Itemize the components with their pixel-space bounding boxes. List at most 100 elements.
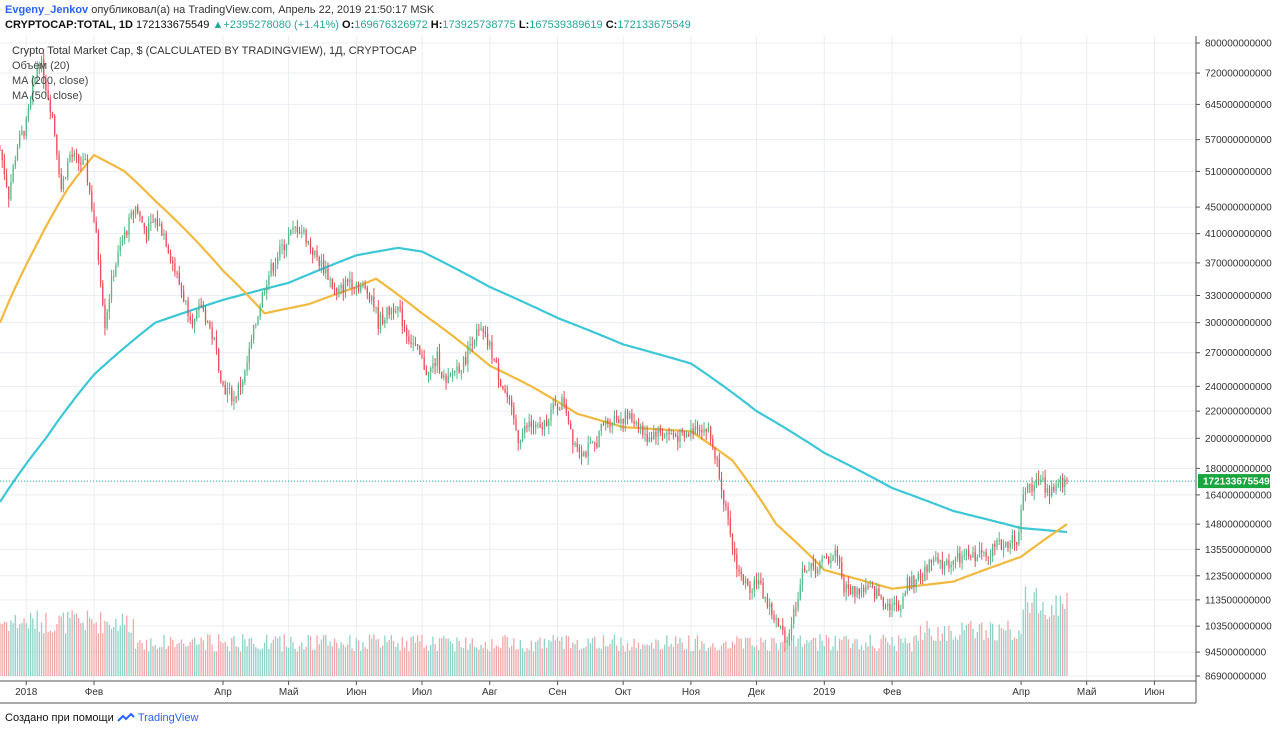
y-tick-label: 148000000000 [1205, 520, 1272, 531]
candle [423, 349, 425, 371]
volume-bar [78, 618, 80, 676]
volume-bar [598, 647, 600, 676]
candle [812, 554, 815, 571]
footer-brand[interactable]: TradingView [137, 712, 199, 724]
volume-bar [526, 648, 528, 676]
candle [797, 591, 799, 613]
candle [32, 74, 34, 105]
candle [71, 147, 73, 163]
candle [976, 554, 979, 562]
candle [987, 556, 989, 565]
candle [209, 320, 211, 330]
candle [263, 287, 266, 296]
candle [200, 297, 202, 308]
candle [633, 413, 635, 428]
volume-bar [1037, 613, 1040, 676]
candle [952, 559, 954, 572]
volume-bar [622, 645, 624, 676]
candle [419, 345, 421, 355]
volume-bar [480, 644, 482, 676]
volume-bar [314, 649, 316, 676]
candle [296, 219, 299, 238]
candle [526, 422, 528, 433]
volume-bar [978, 624, 981, 676]
volume-bar [482, 648, 484, 676]
candle [521, 428, 524, 443]
volume-bar [0, 623, 1, 676]
candle [793, 605, 795, 629]
candle [480, 321, 482, 331]
candle [602, 421, 605, 427]
candle [1007, 541, 1009, 552]
volume-bar [777, 650, 780, 676]
volume-bar [10, 620, 12, 676]
volume-bar [141, 642, 143, 676]
volume-bar [1016, 638, 1018, 676]
candle [1035, 472, 1038, 489]
volume-bar [478, 649, 480, 676]
volume-bar [965, 624, 968, 676]
candle [755, 573, 758, 590]
candle [954, 556, 957, 569]
price-chart[interactable]: 172133675549 800000000000 720000000000 645… [0, 36, 1280, 704]
candle [790, 616, 793, 641]
candle [14, 155, 16, 169]
candle [648, 432, 651, 443]
candle [559, 406, 561, 411]
candle [950, 561, 952, 575]
candle [895, 595, 898, 612]
candle [266, 279, 268, 301]
candle [412, 335, 414, 352]
volume-bar [158, 647, 161, 676]
volume-bar [458, 641, 460, 676]
candle [530, 414, 532, 435]
candle [930, 559, 933, 571]
candle [441, 371, 443, 380]
volume-bar [19, 624, 21, 676]
candle [576, 437, 578, 453]
candle [887, 598, 889, 611]
candle [268, 271, 270, 291]
volume-bar [121, 613, 124, 676]
candle [570, 420, 572, 430]
candle [215, 330, 218, 355]
volume-bar [106, 621, 108, 676]
candle [121, 235, 124, 246]
volume-bar [692, 650, 694, 676]
candle [924, 560, 926, 582]
candle [148, 216, 150, 241]
volume-bar [753, 647, 755, 676]
candle [139, 210, 141, 222]
volume-bar [615, 645, 618, 676]
candle [884, 603, 887, 610]
candle [484, 325, 487, 338]
volume-bar [889, 644, 891, 676]
candle [543, 419, 546, 437]
candle [274, 257, 277, 277]
volume-bar [766, 650, 769, 676]
candle [320, 253, 323, 274]
candle [126, 230, 128, 239]
candle [93, 202, 95, 224]
volume-bar [793, 635, 795, 676]
volume-bar [506, 636, 508, 676]
candle [565, 398, 567, 417]
volume-bar [690, 651, 692, 676]
candle [838, 555, 841, 569]
author-link[interactable]: Evgeny_Jenkov [5, 4, 89, 16]
candle [143, 222, 145, 235]
candle [506, 385, 508, 404]
volume-bar [633, 638, 635, 676]
volume-bar [762, 642, 764, 676]
volume-bar [847, 639, 850, 676]
candle [563, 390, 565, 409]
candle [504, 384, 506, 394]
close-label: C: [605, 19, 618, 31]
volume-bar [364, 647, 366, 676]
candle [992, 543, 994, 563]
candle [436, 346, 438, 374]
volume-bar [644, 645, 646, 676]
candle [703, 421, 705, 437]
candle [303, 226, 305, 235]
candle [749, 580, 751, 601]
